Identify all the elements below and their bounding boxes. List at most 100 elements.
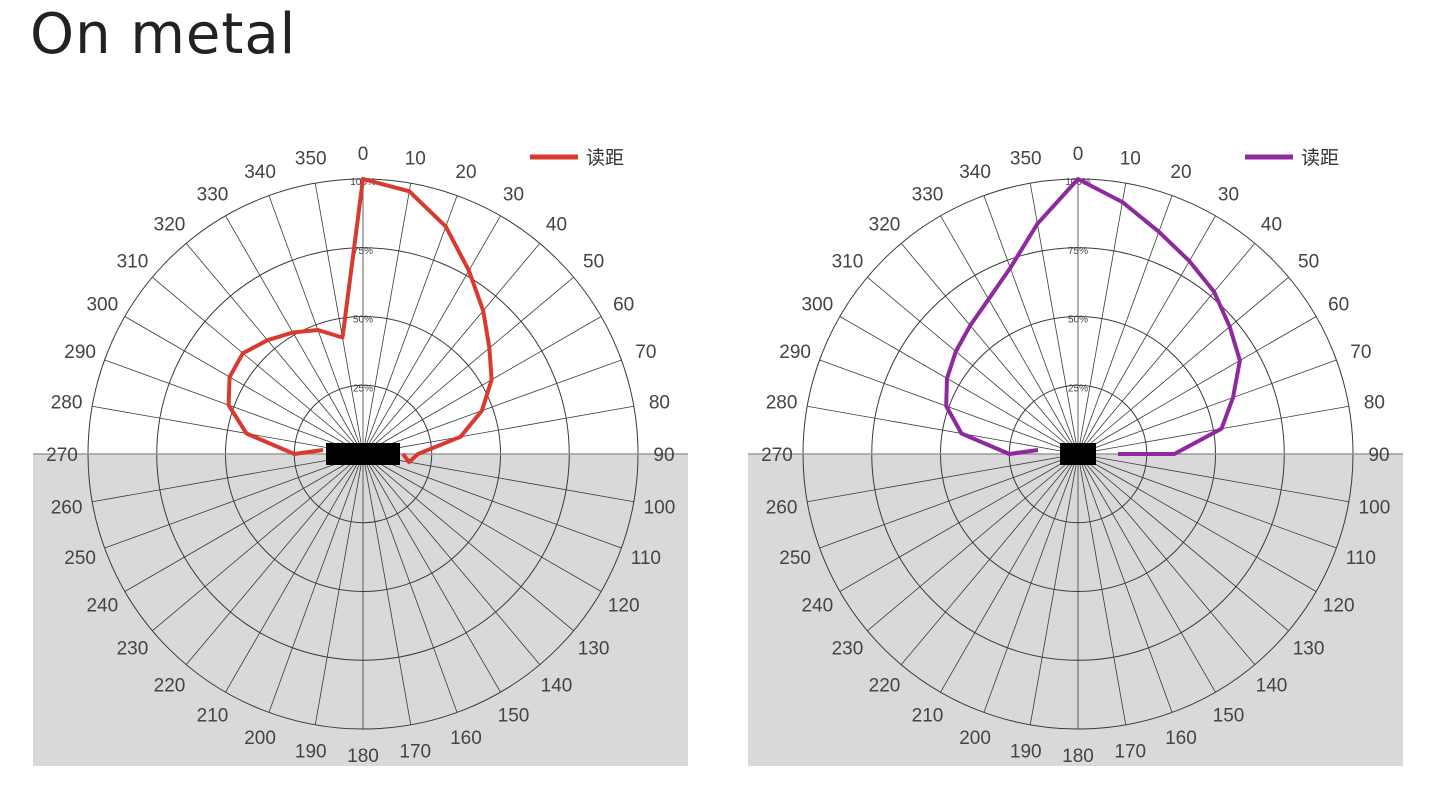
data-point-330 [987, 297, 991, 301]
angle-label-230: 230 [832, 638, 864, 659]
angle-label-210: 210 [197, 706, 229, 727]
angle-label-80: 80 [1364, 393, 1385, 414]
grid-spoke-120 [362, 453, 602, 592]
data-point-310 [954, 350, 958, 353]
data-point-40 [481, 309, 485, 313]
angle-label-310: 310 [832, 252, 864, 273]
grid-spoke-280 [807, 405, 1079, 455]
grid-spoke-300 [839, 316, 1079, 455]
grid-spoke-20 [1077, 195, 1173, 455]
grid-spoke-200 [983, 453, 1079, 713]
grid-spoke-200 [268, 453, 364, 713]
grid-spoke-70 [362, 359, 622, 455]
grid-spoke-280 [92, 405, 364, 455]
angle-label-280: 280 [51, 393, 83, 414]
grid-spoke-290 [104, 359, 364, 455]
legend-label: 读距 [586, 147, 624, 169]
grid-spoke-340 [983, 195, 1079, 455]
grid-spoke-170 [362, 453, 412, 725]
angle-label-140: 140 [1256, 676, 1288, 697]
angle-label-0: 0 [358, 144, 369, 165]
angle-label-60: 60 [1328, 295, 1349, 316]
page-title: On metal [30, 2, 297, 67]
data-point-30 [467, 269, 471, 273]
data-point-100 [407, 460, 411, 464]
data-point-270 [1007, 452, 1011, 456]
angle-label-140: 140 [541, 676, 573, 697]
grid-spoke-60 [362, 316, 602, 455]
grid-spoke-10 [362, 183, 412, 455]
angle-label-150: 150 [1213, 706, 1245, 727]
angle-label-50: 50 [583, 252, 604, 273]
grid-spoke-210 [225, 453, 364, 693]
data-point-40 [1212, 290, 1216, 294]
grid-spoke-310 [152, 276, 364, 455]
angle-label-50: 50 [1298, 252, 1319, 273]
angle-label-150: 150 [498, 706, 530, 727]
angle-label-300: 300 [801, 295, 833, 316]
angle-label-350: 350 [1010, 149, 1042, 170]
data-point-30 [1187, 259, 1191, 263]
device-marker [1060, 443, 1096, 465]
angle-label-220: 220 [869, 676, 901, 697]
grid-spoke-240 [124, 453, 364, 592]
data-point-80 [1220, 427, 1223, 431]
series-line-0 [226, 177, 494, 465]
grid-spoke-100 [1077, 453, 1349, 503]
angle-label-190: 190 [295, 741, 327, 762]
grid-spoke-20 [362, 195, 458, 455]
ring-label-1: 25% [353, 383, 373, 394]
angle-label-250: 250 [779, 548, 811, 569]
grid-spoke-350 [1029, 183, 1079, 455]
grid-spoke-160 [1077, 453, 1173, 713]
shaded-region [748, 454, 1403, 766]
angle-label-300: 300 [86, 295, 118, 316]
grid-spoke-140 [1077, 453, 1256, 665]
data-point-350 [1035, 222, 1039, 226]
grid-spoke-110 [1077, 453, 1337, 549]
angle-label-90: 90 [653, 445, 674, 466]
grid-spoke-350 [314, 183, 364, 455]
grid-spoke-210 [940, 453, 1079, 693]
angle-label-30: 30 [1218, 184, 1239, 205]
angle-label-130: 130 [1293, 638, 1325, 659]
grid-spoke-80 [1077, 405, 1349, 455]
ring-label-3: 75% [353, 246, 373, 257]
ring-label-1: 25% [1068, 383, 1088, 394]
grid-spoke-70 [1077, 359, 1337, 455]
angle-label-170: 170 [1114, 741, 1146, 762]
data-point-270 [292, 452, 296, 456]
angle-label-250: 250 [64, 548, 96, 569]
grid-spoke-190 [1029, 453, 1079, 725]
angle-label-340: 340 [244, 162, 276, 183]
angle-label-220: 220 [154, 676, 186, 697]
data-point-60 [1238, 359, 1242, 362]
data-point-0 [361, 177, 365, 181]
ring-label-3: 75% [1068, 246, 1088, 257]
angle-label-30: 30 [503, 184, 524, 205]
angle-label-290: 290 [779, 342, 811, 363]
grid-spoke-230 [152, 453, 364, 632]
grid-spoke-40 [362, 243, 541, 455]
legend-label: 读距 [1301, 147, 1339, 169]
ring-label-2: 50% [1068, 315, 1088, 326]
polar-chart-right: 0 10 20 30 40 50 60 70 80 90 100 110 120 130 140 150 160… [735, 130, 1435, 780]
data-point-340 [1008, 266, 1012, 270]
data-point-290 [944, 404, 948, 408]
grid-spoke-250 [819, 453, 1079, 549]
grid-spoke-60 [1077, 316, 1317, 455]
data-point-90 [1172, 452, 1176, 456]
grid-spoke-250 [104, 453, 364, 549]
data-point-280 [960, 432, 963, 435]
angle-label-10: 10 [1120, 149, 1141, 170]
grid-spoke-260 [92, 453, 364, 503]
angle-label-40: 40 [1261, 214, 1282, 235]
angle-label-40: 40 [546, 214, 567, 235]
grid-spoke-110 [362, 453, 622, 549]
angle-label-320: 320 [869, 214, 901, 235]
angle-label-60: 60 [613, 295, 634, 316]
angle-label-110: 110 [631, 548, 661, 569]
data-point-290 [227, 403, 231, 407]
angle-label-180: 180 [1062, 746, 1094, 767]
grid-spoke-340 [268, 195, 364, 455]
